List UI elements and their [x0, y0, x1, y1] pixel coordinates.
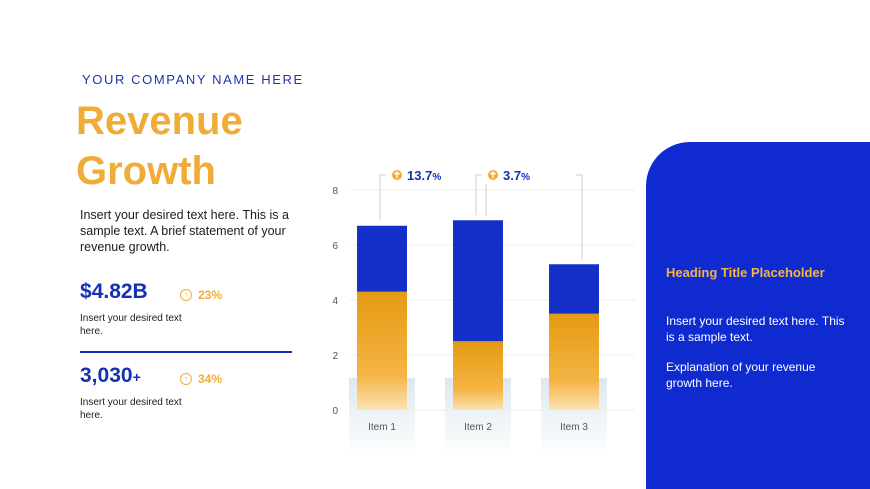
bar-chart: 0 2 4 6 8 Item 1 Item 2 Item 3 13.7% 3.7% — [332, 166, 635, 458]
bar-2-segment-1 — [453, 341, 503, 410]
bar-3-segment-1 — [549, 313, 599, 410]
metric-number: 4.82B — [91, 280, 148, 303]
growth-value: 34% — [198, 372, 223, 386]
bar-3-segment-2 — [549, 264, 599, 314]
company-name: YOUR COMPANY NAME HERE — [82, 72, 304, 87]
y-tick-label-2: 2 — [332, 351, 338, 362]
annotation-label-1: 13.7% — [407, 168, 441, 183]
title-line-2: Growth — [76, 149, 216, 193]
panel-text-2: Explanation of your revenue growth here. — [666, 360, 816, 390]
divider — [80, 351, 292, 353]
panel-heading: Heading Title Placeholder — [666, 265, 825, 280]
up-arrow-icon: ↑ — [180, 289, 192, 301]
metric-value-revenue: $4.82B — [80, 280, 148, 304]
growth-value: 23% — [198, 288, 223, 302]
x-tick-label-2: Item 2 — [464, 422, 492, 433]
x-tick-label-1: Item 1 — [368, 422, 396, 433]
annotation-arrow-icon-1 — [394, 171, 400, 178]
metric-growth-revenue: ↑ 23% — [180, 288, 222, 302]
metric-description: Insert your desired text here. — [80, 313, 182, 337]
annotation-bg-2 — [482, 166, 576, 184]
y-tick-label-8: 8 — [332, 186, 338, 197]
metric-value-count: 3,030+ — [80, 364, 141, 388]
bar-2-segment-2 — [453, 220, 503, 342]
annotation-bg-1 — [386, 166, 480, 184]
bar-1-segment-2 — [357, 225, 407, 292]
bar-1-segment-1 — [357, 291, 407, 410]
metric-number: 3,030 — [80, 364, 133, 387]
panel-text-1: Insert your desired text here. This is a… — [666, 314, 845, 344]
info-panel: Heading Title Placeholder Insert your de… — [646, 142, 870, 489]
y-tick-label-0: 0 — [332, 406, 338, 417]
metric-description: Insert your desired text here. — [80, 397, 182, 421]
page-title: Revenue Growth — [76, 96, 243, 196]
annotation-label-suffix: % — [521, 172, 530, 183]
annotation-arrow-icon-2 — [490, 171, 496, 178]
title-line-1: Revenue — [76, 99, 243, 143]
up-arrow-icon: ↑ — [180, 373, 192, 385]
metric-prefix: $ — [80, 280, 92, 303]
metric-unit: + — [132, 369, 141, 385]
y-tick-label-4: 4 — [332, 296, 338, 307]
x-tick-label-3: Item 3 — [560, 422, 588, 433]
y-tick-label-6: 6 — [332, 241, 338, 252]
metric-growth-count: ↑ 34% — [180, 372, 222, 386]
annotation-label-suffix: % — [432, 172, 441, 183]
intro-text: Insert your desired text here. This is a… — [80, 208, 289, 254]
annotation-label-2: 3.7% — [503, 168, 530, 183]
